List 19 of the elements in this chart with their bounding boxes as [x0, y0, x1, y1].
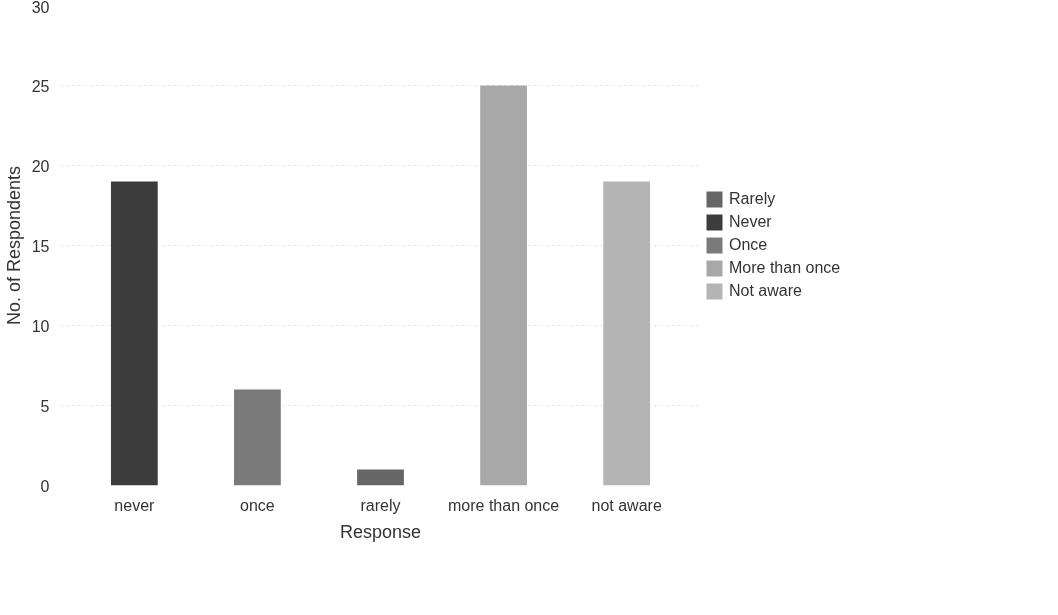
legend-label: More than once: [729, 259, 841, 277]
y-tick-label: 20: [31, 157, 50, 175]
y-axis-title: No. of Respondents: [3, 165, 24, 326]
y-tick-label: 5: [40, 397, 50, 415]
legend-label: Never: [729, 213, 772, 231]
x-tick-label: more than once: [447, 496, 560, 514]
x-tick-label: rarely: [360, 496, 401, 514]
legend-label: Rarely: [729, 190, 776, 208]
y-tick-label: 0: [40, 477, 50, 495]
y-tick-label: 25: [31, 77, 50, 95]
legend-label: Not aware: [729, 282, 802, 300]
x-axis-title: Response: [339, 521, 422, 542]
x-tick-label: not aware: [591, 496, 662, 514]
legend-label: Once: [729, 236, 768, 254]
y-tick-label: 10: [31, 317, 50, 335]
x-tick-label: once: [240, 496, 275, 514]
y-tick-label: 30: [31, 0, 50, 16]
y-tick-label: 15: [31, 237, 50, 255]
x-tick-label: never: [114, 496, 156, 514]
